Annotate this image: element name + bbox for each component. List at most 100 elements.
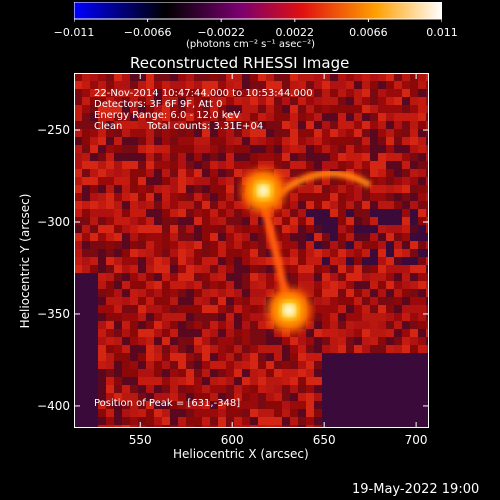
heatmap-cell — [402, 169, 410, 177]
heatmap-cell — [106, 233, 114, 241]
heatmap-cell — [402, 257, 410, 265]
heatmap-cell — [162, 409, 170, 417]
heatmap-cell — [194, 329, 202, 337]
heatmap-cell — [402, 337, 410, 345]
heatmap-cell — [306, 329, 314, 337]
heatmap-cell — [306, 289, 314, 297]
heatmap-cell — [338, 145, 346, 153]
heatmap-cell — [338, 161, 346, 169]
heatmap-cell — [250, 377, 258, 385]
heatmap-cell — [186, 369, 194, 377]
heatmap-cell — [306, 233, 314, 241]
heatmap-cell — [370, 297, 378, 305]
heatmap-cell — [130, 329, 138, 337]
heatmap-cell — [154, 225, 162, 233]
heatmap-cell — [226, 369, 234, 377]
heatmap-cell — [178, 233, 186, 241]
heatmap-cell — [202, 225, 210, 233]
heatmap-cell — [170, 113, 178, 121]
heatmap-cell — [90, 161, 98, 169]
heatmap-cell — [290, 385, 298, 393]
heatmap-cell — [330, 409, 338, 417]
heatmap-cell — [266, 393, 274, 401]
heatmap-cell — [306, 409, 314, 417]
heatmap-cell — [266, 385, 274, 393]
heatmap-cell — [370, 289, 378, 297]
heatmap-cell — [290, 137, 298, 145]
heatmap-cell — [250, 409, 258, 417]
heatmap-cell — [370, 329, 378, 337]
heatmap-cell — [418, 161, 426, 169]
heatmap-cell — [274, 209, 282, 217]
heatmap-cell — [122, 377, 130, 385]
heatmap-cell — [338, 305, 346, 313]
heatmap-cell — [354, 209, 362, 217]
heatmap-cell — [258, 369, 266, 377]
heatmap-cell — [154, 249, 162, 257]
heatmap-cell — [370, 145, 378, 153]
heatmap-cell — [338, 361, 346, 369]
heatmap-cell — [234, 129, 242, 137]
heatmap-cell — [410, 297, 418, 305]
heatmap-cell — [138, 105, 146, 113]
heatmap-cell — [306, 97, 314, 105]
heatmap-cell — [322, 121, 330, 129]
heatmap-cell — [138, 193, 146, 201]
heatmap-cell — [106, 193, 114, 201]
heatmap-cell — [82, 321, 90, 329]
heatmap-cell — [418, 193, 426, 201]
heatmap-cell — [282, 153, 290, 161]
heatmap-cell — [162, 393, 170, 401]
heatmap-cell — [138, 361, 146, 369]
heatmap-cell — [82, 289, 90, 297]
heatmap-cell — [234, 289, 242, 297]
heatmap-cell — [282, 161, 290, 169]
heatmap-cell — [314, 361, 322, 369]
heatmap-cell — [370, 73, 378, 81]
heatmap-cell — [202, 409, 210, 417]
heatmap-cell — [418, 225, 426, 233]
heatmap-cell — [74, 73, 82, 81]
heatmap-cell — [354, 145, 362, 153]
heatmap-cell — [106, 401, 114, 409]
heatmap-cell — [146, 361, 154, 369]
heatmap-cell — [410, 273, 418, 281]
heatmap-cell — [234, 393, 242, 401]
heatmap-cell — [394, 377, 402, 385]
heatmap-cell — [114, 153, 122, 161]
heatmap-cell — [354, 425, 362, 428]
heatmap-cell — [338, 97, 346, 105]
heatmap-cell — [402, 153, 410, 161]
heatmap-cell — [202, 329, 210, 337]
heatmap-cell — [250, 129, 258, 137]
heatmap-cell — [194, 145, 202, 153]
heatmap-cell — [386, 289, 394, 297]
heatmap-cell — [82, 169, 90, 177]
heatmap-cell — [82, 153, 90, 161]
heatmap-cell — [362, 305, 370, 313]
x-axis-label: Heliocentric X (arcsec) — [173, 447, 309, 461]
heatmap-cell — [122, 241, 130, 249]
heatmap-cell — [306, 185, 314, 193]
heatmap-cell — [394, 225, 402, 233]
heatmap-cell — [178, 377, 186, 385]
heatmap-cell — [410, 225, 418, 233]
heatmap-cell — [330, 161, 338, 169]
heatmap-cell — [394, 401, 402, 409]
heatmap-cell — [130, 81, 138, 89]
heatmap-cell — [394, 249, 402, 257]
heatmap-cell — [354, 89, 362, 97]
heatmap-cell — [170, 209, 178, 217]
heatmap-cell — [386, 241, 394, 249]
heatmap-cell — [226, 201, 234, 209]
heatmap-cell — [162, 73, 170, 81]
heatmap-cell — [338, 385, 346, 393]
heatmap-cell — [346, 225, 354, 233]
heatmap-cell — [426, 289, 429, 297]
heatmap-cell — [322, 297, 330, 305]
heatmap-cell — [362, 281, 370, 289]
heatmap-cell — [226, 193, 234, 201]
heatmap-cell — [386, 137, 394, 145]
heatmap-cell — [346, 153, 354, 161]
heatmap-cell — [314, 129, 322, 137]
